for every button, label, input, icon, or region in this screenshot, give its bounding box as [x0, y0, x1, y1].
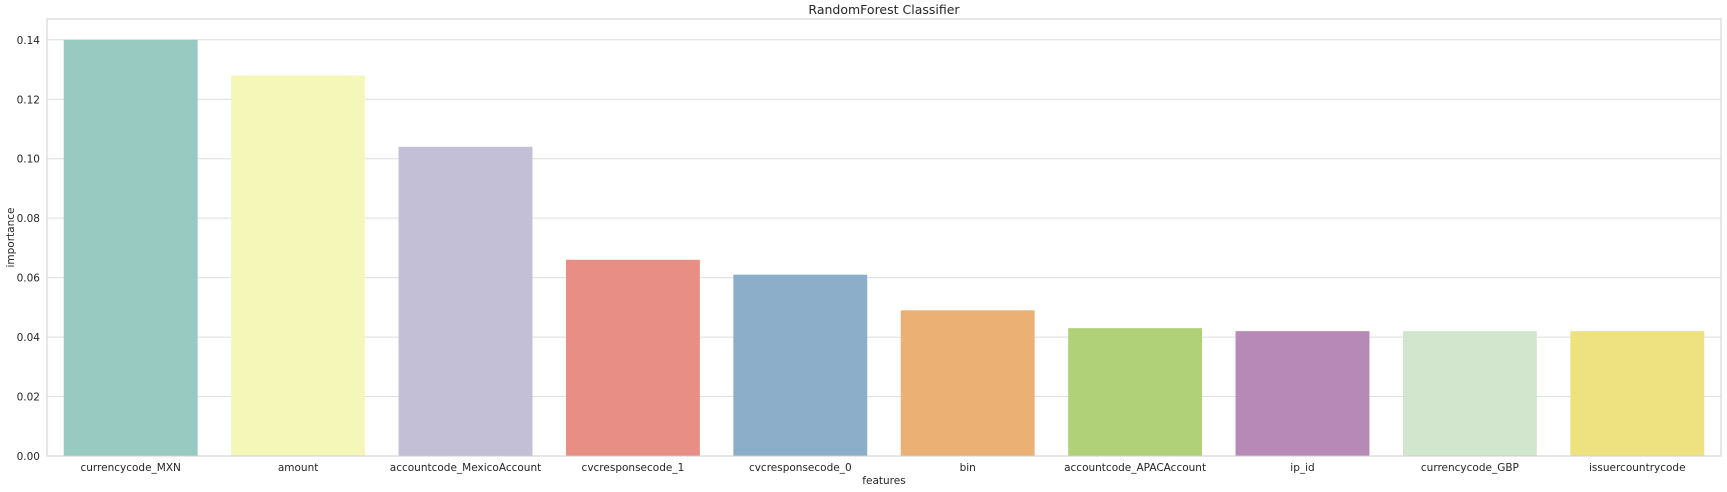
- y-tick-label: 0.02: [17, 392, 40, 404]
- bar-bin: [901, 310, 1035, 456]
- x-tick-label: cvcresponsecode_1: [582, 462, 685, 474]
- x-tick-label: bin: [960, 462, 976, 474]
- y-tick-label: 0.14: [17, 35, 41, 47]
- y-tick-label: 0.08: [17, 213, 40, 225]
- x-axis-ticks: currencycode_MXN amount accountcode_Mexico…: [80, 462, 1685, 474]
- x-tick-label: accountcode_MexicoAccount: [390, 462, 541, 474]
- y-axis-label: importance: [5, 208, 17, 268]
- bar-currencycode-mxn: [64, 40, 198, 456]
- x-axis-label: features: [862, 475, 905, 487]
- x-tick-label: cvcresponsecode_0: [749, 462, 852, 474]
- x-tick-label: currencycode_MXN: [80, 462, 180, 474]
- y-axis-ticks: 0.00 0.02 0.04 0.06 0.08 0.10 0.12 0.14: [17, 35, 41, 463]
- y-tick-label: 0.00: [17, 451, 40, 463]
- chart-title: RandomForest Classifier: [808, 2, 960, 17]
- x-tick-label: amount: [278, 462, 319, 474]
- y-tick-label: 0.04: [17, 332, 41, 344]
- x-tick-label: ip_id: [1290, 462, 1314, 474]
- x-tick-label: accountcode_APACAccount: [1064, 462, 1206, 474]
- x-tick-label: issuercountrycode: [1589, 462, 1686, 474]
- y-tick-label: 0.12: [17, 94, 40, 106]
- bar-cvcresponsecode-1: [566, 260, 700, 456]
- bar-amount: [231, 75, 365, 456]
- bar-cvcresponsecode-0: [733, 275, 867, 456]
- bar-issuercountrycode: [1570, 331, 1704, 456]
- bars: [64, 40, 1705, 456]
- bar-ip-id: [1236, 331, 1370, 456]
- bar-accountcode-apacaccount: [1068, 328, 1202, 456]
- bar-currencycode-gbp: [1403, 331, 1537, 456]
- x-tick-label: currencycode_GBP: [1421, 462, 1519, 474]
- y-tick-label: 0.10: [17, 154, 40, 166]
- bar-accountcode-mexicoaccount: [399, 147, 533, 456]
- y-tick-label: 0.06: [17, 273, 41, 285]
